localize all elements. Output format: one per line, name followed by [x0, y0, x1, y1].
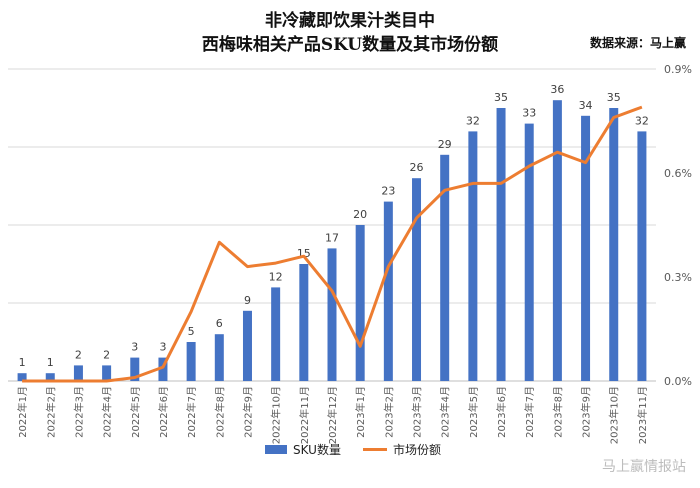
bar-label: 26	[410, 161, 424, 174]
x-tick-label: 2022年8月	[213, 386, 226, 438]
bar-label: 35	[494, 91, 508, 104]
bar-label: 2	[103, 348, 110, 361]
x-tick-label: 2022年7月	[185, 386, 198, 438]
bar-label: 36	[550, 83, 564, 96]
watermark: 马上赢情报站	[602, 459, 686, 475]
x-tick-label: 2023年5月	[467, 386, 480, 438]
bar	[17, 373, 27, 381]
bar	[102, 365, 112, 381]
bar	[214, 334, 224, 381]
x-tick-label: 2023年7月	[523, 386, 536, 438]
bar	[271, 287, 281, 381]
legend-label-share: 市场份额	[392, 443, 441, 457]
x-tick-label: 2023年2月	[382, 386, 395, 438]
x-tick-label: 2022年3月	[72, 386, 85, 438]
bar-label: 3	[159, 341, 166, 354]
x-tick-label: 2022年6月	[157, 386, 170, 438]
bar	[355, 225, 365, 381]
bar	[496, 108, 506, 381]
legend-swatch-bar	[265, 445, 287, 454]
y-tick-label: 0.3%	[664, 271, 692, 284]
x-tick-label: 2023年8月	[551, 386, 564, 438]
legend-label-sku: SKU数量	[293, 443, 341, 457]
bar-label: 5	[188, 325, 195, 338]
x-tick-label: 2023年9月	[580, 386, 593, 438]
bar-label: 1	[19, 356, 26, 369]
bar-label: 3	[131, 341, 138, 354]
bar	[158, 357, 168, 381]
bar	[242, 310, 252, 381]
bar-label: 32	[466, 114, 480, 127]
bar	[73, 365, 83, 381]
bar	[45, 373, 55, 381]
bar-label: 17	[325, 231, 339, 244]
chart-title-line1: 非冷藏即饮果汁类目中	[265, 11, 435, 31]
bar	[468, 131, 478, 381]
legend-swatch-line	[362, 448, 387, 451]
bar	[383, 201, 393, 381]
bar-label: 1	[47, 356, 54, 369]
legend: SKU数量 市场份额	[265, 441, 463, 458]
bar-label: 6	[216, 317, 223, 330]
x-tick-labels: 2022年1月 2022年2月 2022年3月 2022年4月 2022年5月 2022年…	[16, 386, 649, 444]
bar	[412, 178, 422, 381]
bar-label: 34	[579, 99, 593, 112]
x-tick-label: 2023年10月	[608, 386, 621, 444]
x-tick-label: 2022年11月	[298, 386, 311, 444]
bar	[552, 100, 562, 381]
y-tick-label: 0.0%	[664, 375, 692, 388]
bar-label: 35	[607, 91, 621, 104]
line-series	[21, 105, 643, 383]
x-tick-label: 2022年5月	[129, 386, 142, 438]
x-tick-label: 2023年11月	[636, 386, 649, 444]
x-tick-label: 2022年2月	[44, 386, 57, 438]
legend-item-sku: SKU数量	[265, 441, 341, 458]
bar-label: 9	[244, 294, 251, 307]
bar-label: 20	[353, 208, 367, 221]
bar-label: 2	[75, 348, 82, 361]
bar-label: 23	[381, 185, 395, 198]
bar-label: 32	[635, 114, 649, 127]
bar	[440, 154, 450, 381]
x-tick-label: 2022年9月	[241, 386, 254, 438]
y-tick-label: 0.9%	[664, 63, 692, 76]
data-source: 数据来源：马上赢	[589, 36, 686, 50]
bar	[299, 264, 309, 381]
bar	[186, 342, 196, 381]
bar	[524, 123, 534, 381]
x-tick-label: 2023年1月	[354, 386, 367, 438]
x-tick-label: 2022年12月	[326, 386, 339, 444]
x-tick-label: 2023年3月	[411, 386, 424, 438]
legend-item-share: 市场份额	[362, 441, 441, 458]
y-tick-label: 0.6%	[664, 167, 692, 180]
bar-label: 29	[438, 138, 452, 151]
bar	[581, 115, 591, 382]
x-tick-label: 2023年6月	[495, 386, 508, 438]
chart-title-line2: 西梅味相关产品SKU数量及其市场份额	[201, 35, 499, 55]
bar-label: 12	[269, 270, 283, 283]
x-tick-label: 2023年4月	[439, 386, 452, 438]
x-tick-label: 2022年4月	[101, 386, 114, 438]
bar-label: 33	[522, 107, 536, 120]
x-tick-label: 2022年1月	[16, 386, 29, 438]
bar	[609, 108, 619, 381]
bar-series	[17, 100, 647, 382]
bar	[637, 131, 647, 381]
bar	[327, 248, 337, 381]
x-tick-label: 2022年10月	[270, 386, 283, 444]
y-right-tick-labels: 0.0% 0.3% 0.6% 0.9%	[664, 63, 692, 388]
bar	[130, 357, 140, 381]
